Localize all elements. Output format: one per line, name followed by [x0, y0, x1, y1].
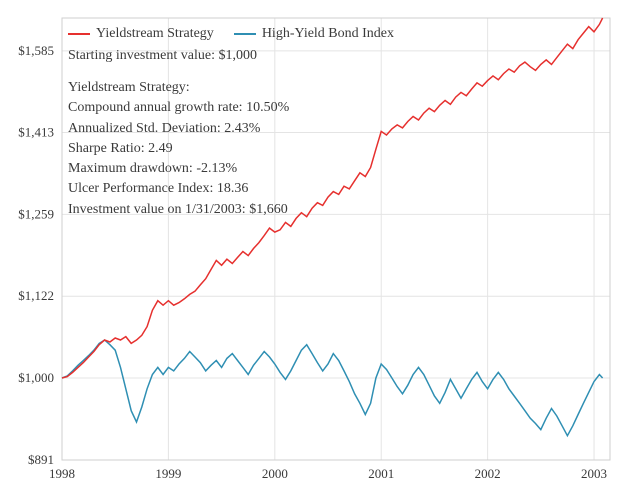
stats-line: Maximum drawdown: -2.13%: [68, 159, 289, 179]
svg-text:2003: 2003: [581, 466, 607, 481]
legend-label-highyield: High-Yield Bond Index: [262, 24, 394, 44]
stats-line: Ulcer Performance Index: 18.36: [68, 179, 289, 199]
stats-line: Investment value on 1/31/2003: $1,660: [68, 200, 289, 220]
legend-label-yieldstream: Yieldstream Strategy: [96, 24, 214, 44]
stats-line: Compound annual growth rate: 10.50%: [68, 98, 289, 118]
svg-text:2002: 2002: [475, 466, 501, 481]
legend-swatch-highyield: [234, 33, 256, 35]
stats-line: Sharpe Ratio: 2.49: [68, 139, 289, 159]
svg-text:$1,259: $1,259: [18, 206, 54, 221]
svg-text:$1,413: $1,413: [18, 124, 54, 139]
legend-item-highyield: High-Yield Bond Index: [234, 24, 394, 44]
svg-text:$891: $891: [28, 452, 54, 467]
growth-chart: $891 $1,000 $1,122 $1,259 $1,413 $1,585 1998 19…: [0, 0, 622, 500]
svg-text:2001: 2001: [368, 466, 394, 481]
svg-text:$1,585: $1,585: [18, 43, 54, 58]
legend-row: Yieldstream Strategy High-Yield Bond Ind…: [68, 24, 408, 44]
svg-text:1998: 1998: [49, 466, 75, 481]
svg-text:$1,000: $1,000: [18, 370, 54, 385]
svg-text:$1,122: $1,122: [18, 288, 54, 303]
legend-subtitle: Starting investment value: $1,000: [68, 46, 408, 66]
svg-text:1999: 1999: [155, 466, 181, 481]
legend-item-yieldstream: Yieldstream Strategy: [68, 24, 214, 44]
legend-swatch-yieldstream: [68, 33, 90, 35]
stats-block: Yieldstream Strategy: Compound annual gr…: [68, 68, 289, 220]
stats-line: Annualized Std. Deviation: 2.43%: [68, 119, 289, 139]
stats-title: Yieldstream Strategy:: [68, 78, 289, 98]
legend: Yieldstream Strategy High-Yield Bond Ind…: [68, 24, 408, 65]
svg-text:2000: 2000: [262, 466, 288, 481]
